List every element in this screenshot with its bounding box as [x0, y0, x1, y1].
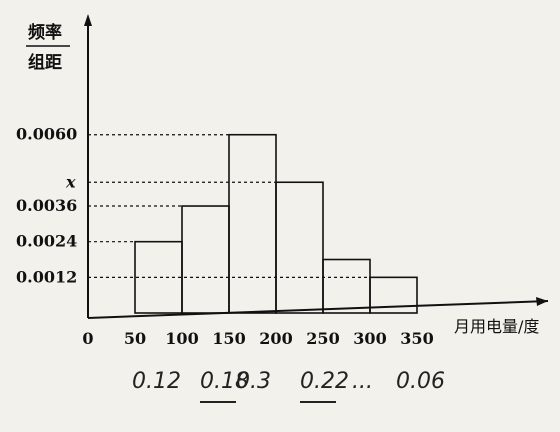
bar-300-350: [369, 276, 418, 314]
handwritten-notes: 0.12 0.180.3 0.22... 0.06: [132, 369, 445, 403]
y-tick-labels: 0.0060 x 0.0036 0.0024 0.0012: [16, 125, 77, 287]
x-tick-label-350: 350: [400, 329, 433, 348]
bar-150-200: [228, 133, 277, 314]
handwritten-note-0: 0.12: [132, 369, 181, 394]
axes: [84, 14, 549, 319]
x-tick-label-100: 100: [165, 329, 198, 348]
y-tick-label-1: x: [65, 172, 76, 191]
x-axis-arrow: [536, 297, 548, 306]
handwritten-note-4: ...: [352, 369, 373, 394]
y-tick-label-4: 0.0012: [16, 267, 77, 286]
x-tick-labels: 0 50 100 150 200 250 300 350: [82, 329, 433, 348]
y-label-denominator: 组距: [28, 52, 62, 73]
handwritten-note-1: 0.18: [200, 369, 249, 394]
y-tick-label-3: 0.0024: [16, 232, 77, 251]
y-axis-label: 频率 组距: [26, 22, 70, 73]
x-tick-label-0: 0: [82, 329, 93, 348]
y-tick-label-0: 0.0060: [16, 125, 77, 144]
x-axis-label: 月用电量/度: [454, 317, 539, 336]
handwritten-note-2: 0.3: [236, 369, 271, 394]
x-tick-label-300: 300: [353, 329, 386, 348]
y-label-numerator: 频率: [28, 22, 62, 43]
y-tick-label-2: 0.0036: [16, 196, 77, 215]
x-tick-label-250: 250: [306, 329, 339, 348]
x-tick-label-50: 50: [124, 329, 146, 348]
handwritten-note-3: 0.22: [300, 369, 349, 394]
handwritten-note-5: 0.06: [396, 369, 445, 394]
bar-100-150: [181, 205, 230, 314]
x-tick-label-200: 200: [259, 329, 292, 348]
x-axis-line: [87, 300, 549, 319]
bar-250-300: [322, 258, 371, 314]
y-axis-arrow: [84, 14, 92, 26]
bar-200-250: [275, 181, 324, 314]
x-tick-label-150: 150: [212, 329, 245, 348]
bars: [134, 133, 418, 314]
